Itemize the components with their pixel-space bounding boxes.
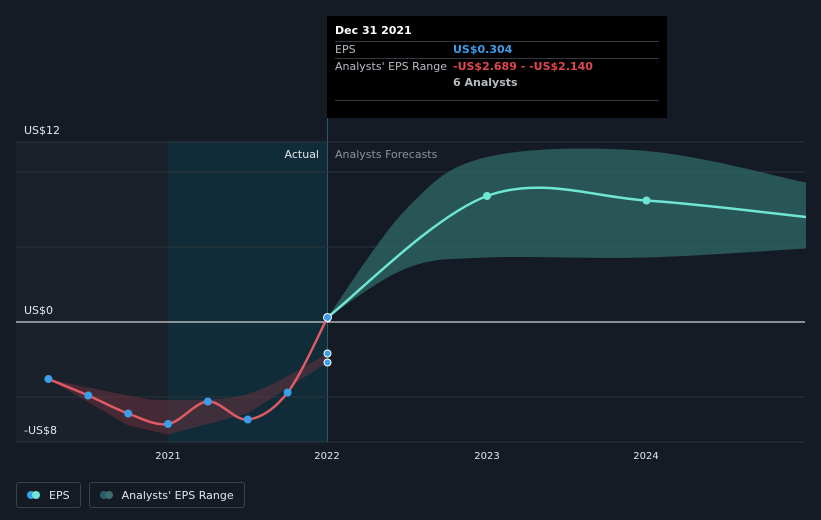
- eps-range-band-forecast: [327, 148, 806, 318]
- legend-eps-range[interactable]: Analysts' EPS Range: [88, 482, 245, 508]
- eps-forecast-point: [483, 192, 491, 200]
- legend: EPS Analysts' EPS Range: [16, 482, 245, 508]
- x-tick-2022: 2022: [314, 451, 339, 462]
- eps-point: [164, 420, 172, 428]
- eps-range-band-past: [48, 353, 328, 435]
- eps-point: [323, 312, 332, 322]
- past-background: [16, 142, 168, 442]
- y-label-bottom: -US$8: [24, 424, 57, 437]
- tooltip-range-label: Analysts' EPS Range: [335, 60, 448, 73]
- legend-eps-label: EPS: [49, 488, 70, 502]
- tooltip-eps-value: US$0.304: [453, 43, 513, 56]
- eps-range-legend-icon: [99, 491, 116, 499]
- eps-tooltip: Dec 31 2021 EPS US$0.304 Analysts' EPS R…: [327, 16, 667, 118]
- tooltip-divider: [335, 100, 659, 101]
- eps-range-endpoint: [323, 358, 332, 367]
- tooltip-eps-label: EPS: [335, 43, 356, 56]
- tooltip-date: Dec 31 2021: [335, 24, 412, 37]
- legend-eps-range-label: Analysts' EPS Range: [121, 488, 234, 502]
- y-label-zero: US$0: [24, 304, 53, 317]
- eps-point: [84, 391, 93, 400]
- legend-eps[interactable]: EPS: [16, 482, 81, 508]
- forecast-label: Analysts Forecasts: [335, 148, 438, 161]
- eps-points: [44, 192, 651, 428]
- eps-range-endpoint: [323, 349, 332, 358]
- tooltip-analysts: 6 Analysts: [453, 76, 518, 89]
- chart-labels: US$12 US$0 -US$8 Actual Analysts Forecas…: [24, 124, 659, 462]
- tooltip-eps-row: EPS US$0.304: [335, 41, 659, 58]
- eps-forecast-point: [642, 196, 651, 205]
- eps-chart: US$12 US$0 -US$8 Actual Analysts Forecas…: [16, 118, 807, 462]
- eps-legend-icon: [27, 491, 43, 499]
- tooltip-range-row: Analysts' EPS Range -US$2.689 - -US$2.14…: [335, 58, 659, 75]
- x-tick-2021: 2021: [155, 451, 180, 462]
- actual-label: Actual: [285, 148, 319, 161]
- eps-point: [203, 397, 212, 406]
- eps-point: [243, 415, 252, 424]
- eps-range-bands: [48, 148, 806, 435]
- eps-point: [283, 388, 292, 397]
- actual-highlight-region: [168, 142, 328, 442]
- tooltip-analysts-row: 6 Analysts: [335, 75, 659, 91]
- eps-line-forecast: [326, 186, 807, 319]
- eps-point: [124, 409, 133, 418]
- x-tick-2024: 2024: [633, 451, 658, 462]
- y-label-top: US$12: [24, 124, 60, 137]
- tooltip-range-value: -US$2.689 - -US$2.140: [453, 60, 593, 73]
- chart-background: [16, 118, 328, 442]
- x-tick-2023: 2023: [474, 451, 499, 462]
- eps-point: [44, 375, 53, 383]
